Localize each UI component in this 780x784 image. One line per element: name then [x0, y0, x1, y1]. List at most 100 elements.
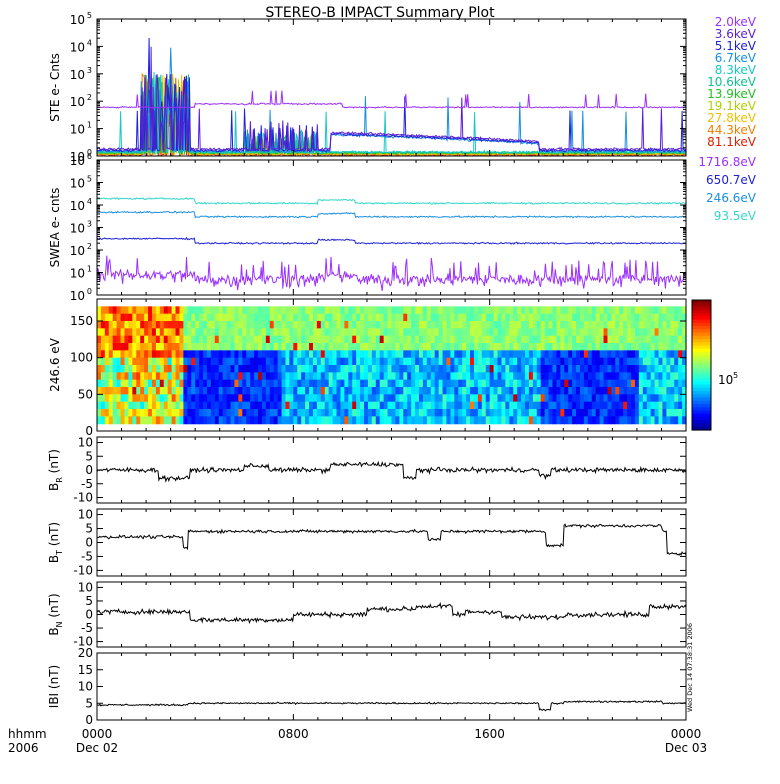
heatmap-cell — [579, 313, 585, 322]
heatmap-cell — [312, 372, 318, 381]
heatmap-cell — [234, 387, 239, 395]
heatmap-cell — [328, 335, 334, 344]
heatmap-cell — [422, 387, 428, 395]
heatmap-cell — [422, 394, 428, 403]
heatmap-cell — [411, 343, 416, 351]
heatmap-cell — [493, 343, 499, 351]
heatmap-cell — [391, 343, 397, 351]
heatmap-cell — [627, 343, 632, 351]
heatmap-cell — [627, 335, 632, 344]
heatmap-cell — [214, 343, 220, 351]
heatmap-cell — [682, 328, 687, 337]
ste-legend-entry: 27.8keV — [707, 111, 757, 125]
heatmap-cell — [658, 350, 664, 359]
heatmap-cell — [556, 321, 561, 329]
colorbar-swatch — [692, 417, 711, 421]
heatmap-cell — [536, 335, 542, 344]
heatmap-cell — [116, 372, 122, 381]
heatmap-cell — [171, 313, 177, 322]
heatmap-cell — [576, 313, 581, 322]
heatmap-cell — [163, 387, 169, 395]
heatmap-cell — [650, 306, 656, 315]
heatmap-cell — [450, 357, 455, 366]
heatmap-cell — [316, 365, 322, 373]
heatmap-cell — [505, 350, 510, 359]
y-tick-label: 15 — [78, 663, 93, 677]
heatmap-cell — [489, 416, 495, 425]
heatmap-cell — [615, 343, 620, 351]
heatmap-cell — [587, 357, 593, 366]
heatmap-cell — [360, 321, 365, 329]
heatmap-cell — [136, 306, 141, 315]
heatmap-cell — [301, 409, 306, 417]
heatmap-cell — [277, 350, 283, 359]
heatmap-cell — [128, 379, 133, 388]
heatmap-cell — [418, 335, 424, 344]
heatmap-cell — [187, 416, 192, 425]
heatmap-cell — [525, 350, 530, 359]
heatmap-cell — [120, 387, 126, 395]
y-tick-label: 100 — [70, 351, 93, 365]
y-tick-label: -5 — [81, 621, 93, 635]
heatmap-cell — [367, 343, 373, 351]
heatmap-cell — [638, 328, 644, 337]
heatmap-cell — [623, 379, 628, 388]
heatmap-cell — [442, 357, 448, 366]
heatmap-cell — [151, 379, 157, 388]
heatmap-cell — [344, 350, 349, 359]
heatmap-cell — [234, 335, 239, 344]
heatmap-cell — [509, 387, 514, 395]
heatmap-cell — [493, 394, 499, 403]
heatmap-cell — [552, 321, 558, 329]
heatmap-cell — [505, 379, 510, 388]
heatmap-cell — [104, 416, 110, 425]
heatmap-cell — [120, 313, 126, 322]
heatmap-cell — [136, 321, 141, 329]
heatmap-cell — [395, 365, 400, 373]
heatmap-cell — [485, 306, 491, 315]
heatmap-cell — [269, 350, 275, 359]
heatmap-cell — [320, 328, 326, 337]
heatmap-cell — [521, 306, 526, 315]
heatmap-cell — [391, 416, 397, 425]
heatmap-cell — [163, 350, 169, 359]
heatmap-cell — [513, 321, 518, 329]
heatmap-cell — [242, 387, 247, 395]
y-axis-label: BR (nT) — [47, 449, 64, 491]
heatmap-cell — [387, 365, 393, 373]
heatmap-cell — [548, 372, 554, 381]
heatmap-cell — [528, 328, 534, 337]
heatmap-cell — [391, 313, 397, 322]
heatmap-cell — [214, 335, 220, 344]
heatmap-cell — [246, 365, 251, 373]
heatmap-cell — [97, 350, 102, 359]
heatmap-cell — [285, 401, 291, 410]
heatmap-cell — [438, 409, 444, 417]
heatmap-cell — [489, 321, 495, 329]
heatmap-cell — [230, 416, 236, 425]
heatmap-cell — [536, 394, 542, 403]
heatmap-cell — [587, 335, 593, 344]
heatmap-cell — [293, 306, 298, 315]
heatmap-cell — [666, 350, 671, 359]
heatmap-cell — [623, 387, 628, 395]
heatmap-cell — [517, 306, 522, 315]
heatmap-cell — [144, 365, 149, 373]
heatmap-cell — [265, 343, 271, 351]
heatmap-cell — [352, 394, 357, 403]
heatmap-cell — [485, 394, 491, 403]
heatmap-cell — [151, 387, 157, 395]
heatmap-cell — [556, 335, 561, 344]
heatmap-cell — [163, 372, 169, 381]
heatmap-cell — [242, 321, 247, 329]
heatmap-cell — [277, 387, 283, 395]
heatmap-cell — [344, 394, 349, 403]
heatmap-cell — [112, 394, 118, 403]
heatmap-cell — [140, 357, 145, 366]
heatmap-cell — [328, 416, 334, 425]
heatmap-cell — [108, 321, 114, 329]
heatmap-cell — [678, 379, 683, 388]
heatmap-cell — [395, 401, 400, 410]
heatmap-cell — [532, 372, 538, 381]
heatmap-cell — [517, 328, 522, 337]
